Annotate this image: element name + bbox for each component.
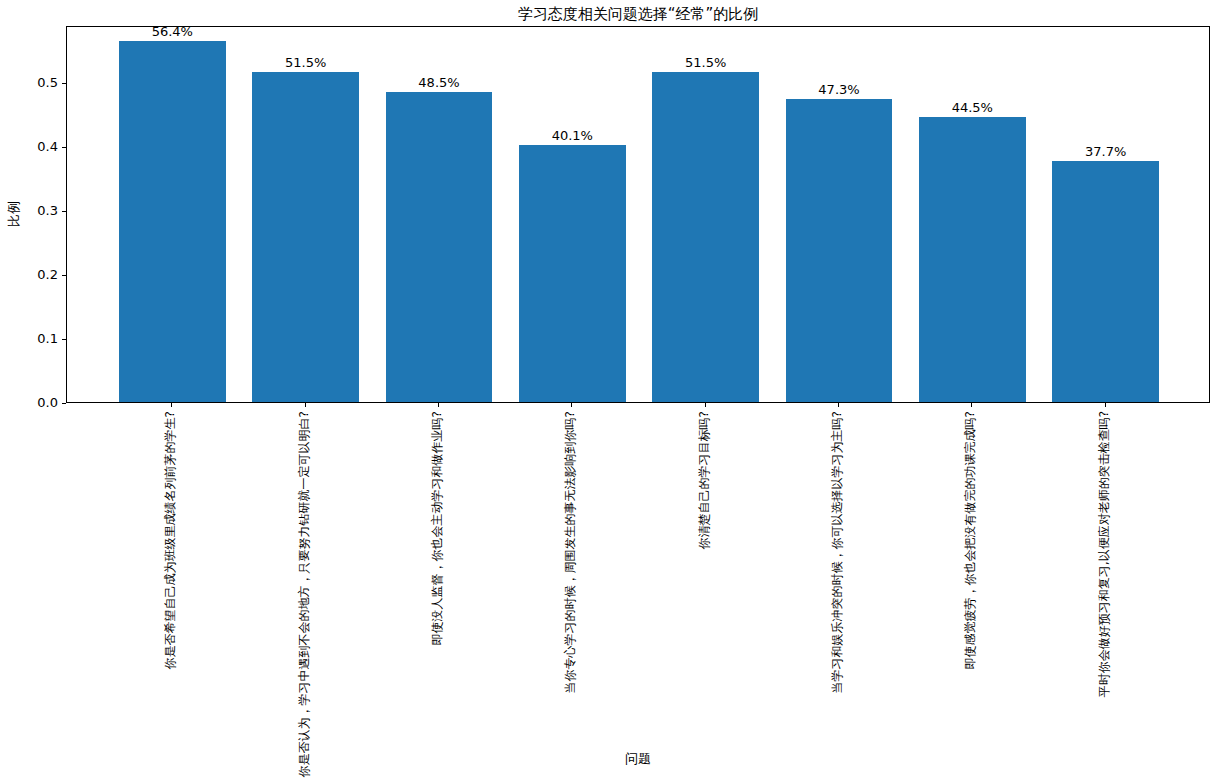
- y-tick-mark: [62, 275, 66, 276]
- bar: [119, 41, 226, 402]
- plot-area: 56.4% 51.5% 48.5% 40.1% 51.5% 47.3% 44.5% 37.7%: [66, 26, 1210, 403]
- y-tick-label: 0.0: [0, 396, 58, 410]
- bar: [1052, 161, 1159, 402]
- x-tick-mark: [171, 403, 172, 407]
- x-tick-mark: [305, 403, 306, 407]
- y-tick-label: 0.2: [0, 268, 58, 282]
- x-tick-mark: [838, 403, 839, 407]
- bar: [919, 117, 1026, 402]
- bar: [386, 92, 493, 402]
- y-tick-label: 0.4: [0, 140, 58, 154]
- chart-title: 学习态度相关问题选择“经常”的比例: [66, 5, 1210, 24]
- x-tick-label: 你是否认为，学习中遇到不会的地方，只要努力钻研就一定可以明白?: [297, 411, 312, 777]
- x-tick-mark: [1105, 403, 1106, 407]
- x-tick-mark: [705, 403, 706, 407]
- y-tick-label: 0.5: [0, 76, 58, 90]
- x-tick-label: 即使没人监督，你也会主动学习和做作业吗?: [431, 411, 446, 645]
- y-tick-label: 0.1: [0, 332, 58, 346]
- bar: [652, 72, 759, 402]
- x-tick-label: 当学习和娱乐冲突的时候，你可以选择以学习为主吗?: [831, 411, 846, 693]
- x-tick-mark: [438, 403, 439, 407]
- x-tick-label: 平时你会做好预习和复习,以便应对老师的突击检查吗?: [1097, 411, 1112, 697]
- bar-chart-figure: 学习态度相关问题选择“经常”的比例 比例 问题 56.4%51.5%48.5%4…: [0, 0, 1221, 782]
- y-tick-label: 0.3: [0, 204, 58, 218]
- x-tick-mark: [971, 403, 972, 407]
- bar-value-label: 48.5%: [418, 75, 459, 90]
- bar: [252, 72, 359, 402]
- bar-value-label: 56.4%: [152, 24, 193, 39]
- bar: [519, 145, 626, 402]
- y-tick-mark: [62, 147, 66, 148]
- bar-value-label: 51.5%: [685, 55, 726, 70]
- bar-value-label: 40.1%: [552, 128, 593, 143]
- y-tick-mark: [62, 211, 66, 212]
- y-tick-mark: [62, 339, 66, 340]
- x-tick-label: 即使感觉疲劳，你也会把没有做完的功课完成吗?: [964, 411, 979, 669]
- x-tick-label: 你清楚自己的学习目标吗?: [697, 411, 712, 549]
- bar-value-label: 44.5%: [952, 100, 993, 115]
- x-tick-label: 你是否希望自己成为班级里成绩名列前茅的学生?: [164, 411, 179, 669]
- x-tick-label: 当你专心学习的时候，周围发生的事无法影响到你吗?: [564, 411, 579, 693]
- y-tick-mark: [62, 403, 66, 404]
- y-tick-mark: [62, 83, 66, 84]
- bar-value-label: 47.3%: [818, 82, 859, 97]
- x-axis-label: 问题: [66, 750, 1210, 768]
- x-tick-mark: [571, 403, 572, 407]
- bar-value-label: 37.7%: [1085, 144, 1126, 159]
- bar: [786, 99, 893, 402]
- bar-value-label: 51.5%: [285, 55, 326, 70]
